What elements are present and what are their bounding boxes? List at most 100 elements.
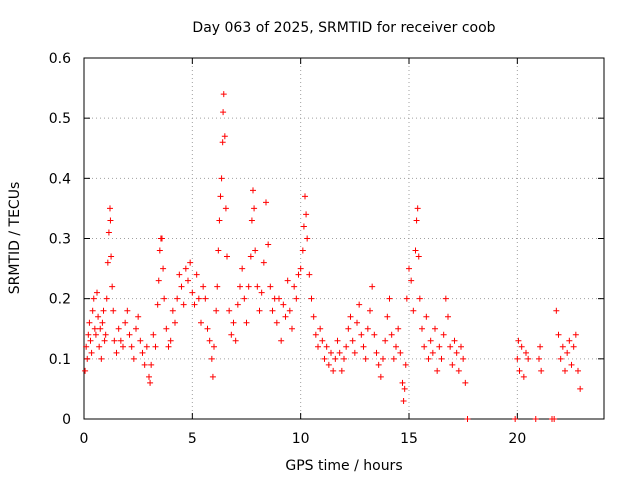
data-point [83, 343, 90, 350]
data-point [252, 247, 259, 254]
data-point [317, 325, 324, 332]
data-point [297, 265, 304, 272]
data-point [198, 319, 204, 326]
data-point [315, 343, 321, 350]
data-point [429, 349, 436, 356]
y-tick-label: 0.6 [49, 51, 71, 67]
data-point [536, 355, 542, 362]
data-point [447, 343, 454, 350]
axis-ticks: 0 0.1 0.2 0.3 0.4 0.5 0.6 0 5 10 15 20 [49, 51, 604, 447]
x-tick-label: 20 [508, 431, 526, 447]
data-point [388, 331, 395, 338]
data-point [241, 295, 248, 302]
data-point [367, 307, 373, 314]
data-point [401, 385, 408, 392]
data-point [384, 313, 391, 320]
y-tick-label: 0.3 [49, 232, 71, 248]
data-point [263, 199, 269, 206]
data-point [458, 343, 464, 350]
data-point [382, 337, 389, 344]
data-point [117, 337, 124, 344]
data-point [148, 361, 155, 368]
data-point [220, 91, 227, 98]
data-point [464, 416, 471, 422]
data-point [143, 343, 150, 350]
data-point [251, 205, 258, 212]
data-point [156, 247, 163, 254]
data-point [224, 253, 230, 260]
data-point [280, 301, 287, 308]
data-point [293, 295, 300, 302]
data-point [176, 271, 183, 278]
data-point [239, 265, 246, 272]
data-point [413, 217, 420, 224]
data-point [214, 283, 221, 290]
data-point [258, 289, 265, 296]
data-point [105, 229, 112, 236]
data-point [161, 295, 168, 302]
data-point [172, 319, 178, 326]
data-point [163, 325, 170, 332]
data-point [248, 217, 255, 224]
data-point [90, 295, 97, 302]
data-point [282, 313, 289, 320]
data-point [237, 283, 243, 290]
y-tick-label: 0 [62, 412, 71, 428]
data-point [107, 217, 114, 224]
data-point [460, 355, 467, 362]
data-point [538, 367, 545, 374]
chart-title: Day 063 of 2025, SRMTID for receiver coo… [192, 20, 495, 36]
data-point [325, 361, 332, 368]
data-point [169, 307, 176, 314]
data-point [308, 295, 315, 302]
data-point [310, 313, 317, 320]
data-point [562, 367, 568, 374]
data-point [247, 253, 254, 260]
y-tick-label: 0.1 [49, 352, 71, 368]
data-point [195, 295, 202, 302]
data-point [349, 337, 356, 344]
data-point [139, 349, 146, 356]
data-point [109, 283, 116, 290]
data-point [107, 205, 113, 212]
data-point [449, 361, 456, 368]
data-point [276, 295, 282, 302]
data-point [306, 271, 313, 278]
data-point [402, 361, 409, 368]
data-point [154, 301, 161, 308]
data-point [462, 379, 469, 386]
data-point [369, 283, 376, 290]
data-point [551, 416, 558, 422]
data-point [111, 337, 118, 344]
x-axis-title: GPS time / hours [285, 458, 402, 474]
data-point [88, 349, 95, 356]
data-point [96, 343, 103, 350]
data-point [575, 367, 581, 374]
data-point [338, 367, 345, 374]
data-point [182, 265, 189, 272]
data-point [358, 331, 365, 338]
data-point [523, 349, 529, 356]
data-point [130, 355, 137, 362]
data-point [267, 283, 274, 290]
data-point [265, 241, 272, 248]
data-point [295, 271, 302, 278]
x-tick-label: 5 [188, 431, 197, 447]
data-point [334, 337, 341, 344]
data-point [126, 331, 133, 338]
data-point [516, 367, 523, 374]
data-point [159, 235, 165, 242]
data-point [204, 325, 211, 332]
data-points [82, 91, 584, 422]
data-point [286, 307, 293, 314]
data-point [393, 343, 399, 350]
data-point [397, 349, 404, 356]
data-point [410, 307, 417, 314]
data-point [232, 337, 239, 344]
data-point [451, 337, 458, 344]
data-point [95, 313, 102, 320]
data-point [371, 331, 378, 338]
data-point [91, 325, 98, 332]
data-point [133, 325, 139, 332]
data-point [559, 343, 566, 350]
